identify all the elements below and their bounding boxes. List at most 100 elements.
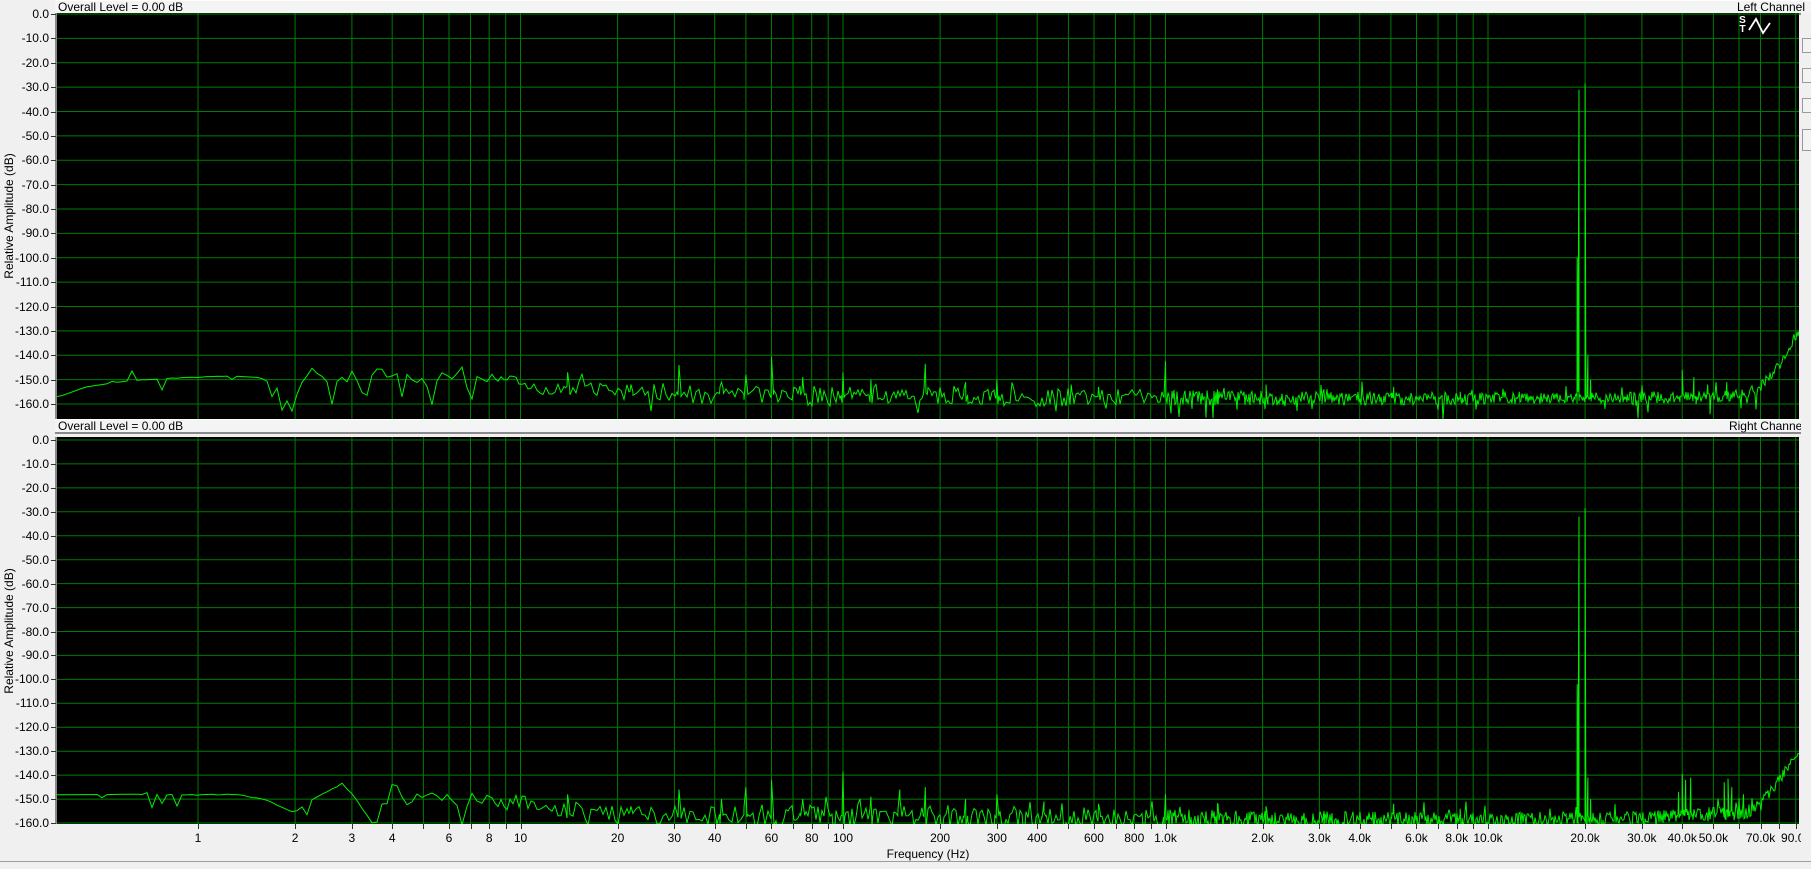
left-channel-plot[interactable] [55, 13, 1799, 419]
y-tick-label: -140.0 [14, 348, 49, 363]
y-tick-label: -30.0 [21, 80, 49, 95]
y-tick-label: 0.0 [32, 433, 49, 447]
sine-wave-icon [1748, 17, 1771, 35]
x-tick-label: 400 [1027, 831, 1048, 845]
x-tick-label: 2 [291, 831, 299, 845]
y-tick-label: -90.0 [21, 648, 49, 663]
x-axis-tick-mark [1134, 824, 1135, 829]
x-axis-tick-mark [1682, 824, 1683, 829]
x-tick-label: 50.0k [1698, 831, 1729, 845]
y-tick-mark [51, 751, 56, 752]
x-axis-tick-mark [295, 824, 296, 829]
y-tick-label: -70.0 [21, 177, 49, 192]
x-axis-tick-mark [674, 824, 675, 829]
x-axis-tick-mark [392, 824, 393, 829]
x-axis-tick-mark [1585, 824, 1586, 829]
y-tick-mark [51, 307, 56, 308]
overall-level-text: Overall Level = 0.00 dB [58, 419, 184, 433]
y-tick-label: -80.0 [21, 624, 49, 639]
right-channel-plot[interactable] [55, 437, 1799, 824]
y-tick-label: -10.0 [21, 31, 49, 46]
y-tick-label: -100.0 [14, 672, 49, 687]
x-tick-label: 8.0k [1445, 831, 1469, 845]
x-axis-tick-mark [1151, 824, 1152, 829]
x-axis-tick-mark [1360, 824, 1361, 829]
x-tick-label: 20 [610, 831, 625, 845]
x-axis-tick-mark [1739, 824, 1740, 829]
x-axis-tick-mark [771, 824, 772, 829]
y-tick-mark [51, 632, 56, 633]
cutoff-button-stub[interactable] [1802, 38, 1811, 53]
y-tick-mark [51, 560, 56, 561]
y-tick-label: -150.0 [14, 372, 49, 387]
x-axis-tick-mark [1166, 824, 1167, 829]
x-tick-label: 200 [930, 831, 951, 845]
y-tick-mark [51, 63, 56, 64]
x-axis-tick-mark [1713, 824, 1714, 829]
y-tick-mark [51, 258, 56, 259]
x-tick-label: 1.0k [1154, 831, 1177, 845]
x-axis-tick-mark [1068, 824, 1069, 829]
y-tick-mark [51, 185, 56, 186]
x-tick-label: 40 [707, 831, 722, 845]
y-tick-label: -150.0 [14, 792, 49, 807]
y-tick-mark [51, 703, 56, 704]
x-tick-label: 300 [986, 831, 1007, 845]
x-axis-tick-mark [521, 824, 522, 829]
x-tick-label: 10.0k [1473, 831, 1503, 845]
x-axis-tick-mark [449, 824, 450, 829]
y-tick-mark [51, 112, 56, 113]
y-tick-label: -40.0 [21, 104, 49, 119]
x-tick-label: 30.0k [1627, 831, 1657, 845]
y-tick-mark [51, 679, 56, 680]
x-tick-label: 1 [194, 831, 202, 845]
x-tick-label: 800 [1124, 831, 1145, 845]
y-tick-label: -140.0 [14, 768, 49, 783]
y-tick-label: -10.0 [21, 456, 49, 471]
y-tick-mark [51, 404, 56, 405]
channel-label: Right Channel [1728, 419, 1805, 433]
y-tick-mark [51, 38, 56, 39]
cutoff-button-stub[interactable] [1802, 68, 1811, 83]
y-tick-mark [51, 536, 56, 537]
x-axis-tick-mark [1761, 824, 1762, 829]
x-tick-label: 70.0k [1745, 831, 1776, 845]
y-tick-label: -40.0 [21, 528, 49, 543]
x-axis-tick-mark [1438, 824, 1439, 829]
y-tick-mark [51, 160, 56, 161]
x-tick-label: 10 [513, 831, 528, 845]
x-tick-label: 4.0k [1348, 831, 1371, 845]
x-axis-tick-mark [1116, 824, 1117, 829]
cutoff-button-stub[interactable] [1802, 129, 1811, 151]
spectrum-trace [57, 508, 1799, 824]
y-tick-label: -110.0 [15, 275, 49, 290]
x-axis-tick-mark [198, 824, 199, 829]
y-tick-mark [51, 584, 56, 585]
y-tick-mark [51, 233, 56, 234]
x-tick-label: 3.0k [1308, 831, 1331, 845]
cutoff-button-stub[interactable] [1802, 98, 1811, 113]
y-tick-mark [51, 209, 56, 210]
y-tick-label: -60.0 [21, 576, 49, 591]
y-tick-label: -70.0 [21, 600, 49, 615]
x-tick-label: 8 [485, 831, 493, 845]
y-tick-label: -30.0 [21, 504, 49, 519]
y-tick-mark [51, 355, 56, 356]
y-tick-label: -130.0 [14, 323, 49, 338]
x-axis-tick-mark [423, 824, 424, 829]
y-tick-label: -20.0 [21, 480, 49, 495]
x-axis-tick-mark [828, 824, 829, 829]
x-axis-tick-mark [715, 824, 716, 829]
x-axis-tick-mark [506, 824, 507, 829]
y-tick-label: -100.0 [14, 250, 49, 265]
y-tick-mark [51, 775, 56, 776]
y-tick-label: -50.0 [21, 552, 49, 567]
x-axis-tick-mark [471, 824, 472, 829]
x-axis-tick-mark [812, 824, 813, 829]
y-tick-label: -130.0 [14, 744, 49, 759]
x-axis-tick-mark [1473, 824, 1474, 829]
x-axis-tick-mark [997, 824, 998, 829]
x-axis-tick-mark [1319, 824, 1320, 829]
y-tick-label: -160.0 [14, 397, 49, 411]
